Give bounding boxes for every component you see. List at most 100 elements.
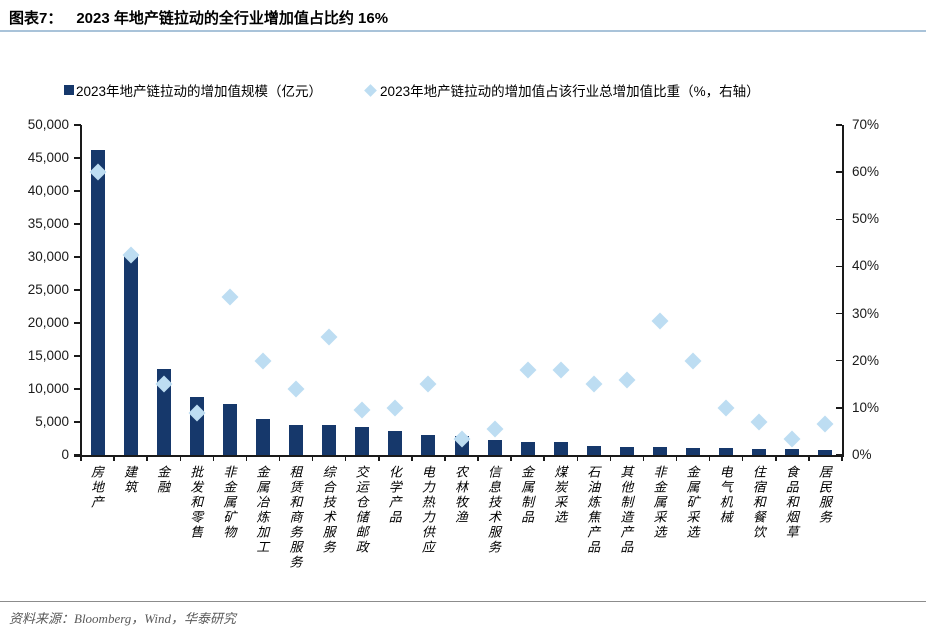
category-label: 非金属矿物 (221, 465, 237, 540)
x-axis-tick (80, 456, 82, 461)
bar (586, 445, 601, 455)
x-axis-tick (775, 456, 777, 461)
bar (520, 441, 535, 455)
scatter-point (486, 420, 504, 438)
scatter-point (221, 288, 239, 306)
x-axis-tick (344, 456, 347, 461)
category-label: 食品和烟草 (783, 465, 799, 540)
right-axis-tick-label: 10% (852, 399, 880, 415)
right-axis-tick-label: 40% (852, 258, 880, 274)
category-label: 电气机械 (717, 465, 733, 525)
scatter-point (618, 371, 636, 389)
bar (719, 448, 734, 455)
scatter-point (386, 399, 404, 417)
x-axis-line (74, 455, 844, 457)
right-axis-tick (836, 359, 842, 362)
diamond-series-label: 2023年地产链拉动的增加值占该行业总增加值比重（%，右轴） (380, 84, 760, 99)
bar (255, 418, 270, 455)
bar-series-swatch-icon (64, 85, 74, 95)
scatter-point (353, 401, 371, 419)
y-axis-tick-label: 40,000 (27, 183, 69, 198)
category-label: 建筑 (122, 465, 138, 495)
category-label: 农林牧渔 (452, 465, 468, 525)
x-axis-tick (841, 456, 843, 461)
scatter-point (552, 361, 570, 379)
category-label: 居民服务 (816, 465, 832, 525)
bar (785, 449, 800, 455)
y-axis-tick (74, 421, 81, 423)
y-axis-tick (74, 289, 81, 291)
scatter-point (651, 312, 669, 330)
x-axis-tick (444, 456, 446, 461)
x-axis-tick (675, 456, 678, 461)
y-axis-tick (74, 157, 81, 159)
category-label: 金属冶炼加工 (254, 465, 270, 555)
bar-series-label: 2023年地产链拉动的增加值规模（亿元） (76, 84, 323, 99)
bar (553, 442, 568, 455)
x-axis-tick (212, 456, 215, 461)
category-label: 信息技术服务 (486, 465, 502, 555)
x-axis-tick (642, 456, 645, 461)
right-axis-tick-label: 70% (852, 117, 880, 132)
y-axis-tick-label: 25,000 (27, 282, 69, 297)
right-axis-tick (836, 454, 842, 456)
scatter-point (585, 375, 603, 393)
y-axis-tick (74, 124, 81, 126)
y-axis-tick-label: 35,000 (27, 216, 69, 231)
bar (619, 446, 634, 455)
category-label: 房地产 (88, 465, 104, 510)
x-axis-tick (311, 456, 314, 461)
category-label: 金融 (155, 465, 171, 495)
diamond-series-swatch-icon (364, 83, 377, 97)
y-axis-tick-label: 15,000 (27, 348, 69, 363)
category-label: 其他制造产品 (618, 465, 634, 555)
x-axis-tick (278, 456, 281, 461)
y-axis-tick-label: 45,000 (27, 150, 69, 165)
y-axis-tick-label: 5,000 (35, 414, 69, 429)
right-axis-line (842, 125, 844, 456)
x-axis-tick (609, 456, 612, 461)
y-axis-tick-label: 50,000 (27, 117, 69, 132)
x-axis-tick (510, 456, 512, 461)
chart-legend: 2023年地产链拉动的增加值规模（亿元） 2023年地产链拉动的增加值占该行业总… (64, 80, 760, 100)
x-axis-tick (113, 456, 115, 461)
x-axis-tick (808, 456, 810, 461)
y-axis-tick (74, 388, 81, 390)
footer-divider-line (0, 601, 926, 602)
right-axis-tick (836, 124, 842, 126)
category-label: 交运仓储邮政 (353, 465, 369, 555)
bar (123, 255, 138, 455)
right-axis-tick (836, 171, 842, 173)
right-axis-tick-label: 20% (852, 352, 880, 368)
x-axis-tick (741, 456, 744, 461)
right-axis-tick (836, 407, 842, 409)
y-axis-tick (74, 190, 81, 192)
y-axis-tick (74, 256, 81, 258)
x-axis-tick (179, 456, 181, 461)
right-axis-tick-label: 60% (852, 164, 880, 180)
bar (487, 439, 502, 455)
scatter-point (684, 352, 702, 370)
bar (421, 434, 436, 455)
source-text: 资料来源：Bloomberg，Wind，华泰研究 (9, 611, 237, 626)
bar (818, 449, 833, 455)
right-axis-tick (836, 218, 842, 221)
bar (322, 425, 337, 455)
right-axis-tick (836, 265, 842, 268)
figure-header: 图表7： 2023 年地产链拉动的全行业增加值占比约 16% (9, 7, 388, 28)
figure-number-label: 图表7： (9, 10, 63, 27)
bar (289, 424, 304, 455)
x-axis-tick (543, 456, 545, 461)
bar (752, 449, 767, 455)
right-axis-tick-label: 50% (852, 211, 880, 227)
x-axis-tick (411, 456, 413, 461)
bar (653, 447, 668, 455)
scatter-point (783, 430, 801, 447)
scatter-point (254, 352, 272, 370)
y-axis-tick (74, 454, 81, 456)
scatter-point (287, 380, 305, 398)
category-label: 金属制品 (519, 465, 535, 525)
category-label: 非金属采选 (651, 465, 667, 540)
category-label: 批发和零售 (188, 465, 204, 540)
